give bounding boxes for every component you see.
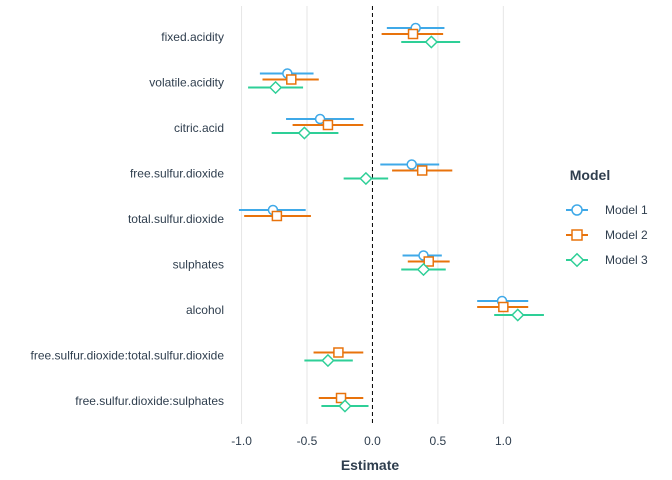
estimate-point — [498, 301, 509, 313]
y-axis-labels: fixed.acidity volatile.acidity citric.acid… — [31, 30, 225, 408]
legend-item: Model 2 — [566, 228, 648, 242]
estimate-point — [314, 113, 326, 125]
legend-key-marker — [569, 252, 585, 268]
estimate-point — [297, 126, 312, 140]
x-tick-label: 1.0 — [495, 434, 512, 448]
estimate-point — [416, 165, 428, 176]
legend-label: Model 3 — [605, 253, 648, 267]
legend-item: Model 3 — [566, 252, 648, 268]
estimate-point — [268, 80, 283, 95]
legend-label: Model 1 — [605, 203, 648, 217]
x-axis-title: Estimate — [341, 457, 400, 473]
estimate-point — [335, 392, 347, 404]
y-tick-label: total.sulfur.dioxide — [128, 212, 224, 226]
estimate-point — [416, 262, 431, 277]
legend: Model Model 1 Model 2 Model 3 — [566, 167, 648, 268]
x-tick-label: 0.0 — [364, 434, 381, 448]
estimate-point — [271, 210, 283, 222]
x-tick-label: -1.0 — [231, 434, 252, 448]
y-tick-label: fixed.acidity — [161, 30, 224, 44]
legend-key-marker — [571, 204, 583, 216]
y-tick-label: volatile.acidity — [149, 76, 224, 90]
y-tick-label: sulphates — [173, 258, 224, 272]
estimate-point — [424, 35, 439, 49]
estimate-point — [359, 171, 373, 186]
legend-key-marker — [571, 229, 583, 241]
y-tick-label: free.sulfur.dioxide:total.sulfur.dioxide — [31, 349, 225, 363]
intervals-layer — [238, 27, 544, 407]
y-tick-label: free.sulfur.dioxide — [130, 167, 224, 181]
legend-label: Model 2 — [605, 228, 648, 242]
x-tick-label: 0.5 — [430, 434, 447, 448]
estimate-point — [286, 74, 297, 85]
estimate-point — [333, 347, 344, 358]
estimate-point — [407, 28, 419, 40]
legend-items: Model 1 Model 2 Model 3 — [566, 203, 648, 268]
estimate-point — [511, 308, 525, 322]
estimate-point — [406, 159, 417, 170]
x-axis-ticks: -1.0 -0.5 0.0 0.5 1.0 — [231, 434, 512, 448]
y-tick-label: free.sulfur.dioxide:sulphates — [75, 394, 224, 408]
estimate-point — [321, 353, 335, 368]
x-tick-label: -0.5 — [297, 434, 318, 448]
estimate-point — [338, 399, 352, 413]
points-layer — [267, 22, 525, 413]
estimate-point — [322, 119, 334, 131]
legend-title: Model — [570, 167, 610, 183]
y-tick-label: alcohol — [186, 303, 224, 317]
grid-layer — [241, 6, 504, 424]
legend-item: Model 1 — [566, 203, 648, 217]
estimate-point — [423, 256, 434, 267]
y-tick-label: citric.acid — [174, 121, 224, 135]
